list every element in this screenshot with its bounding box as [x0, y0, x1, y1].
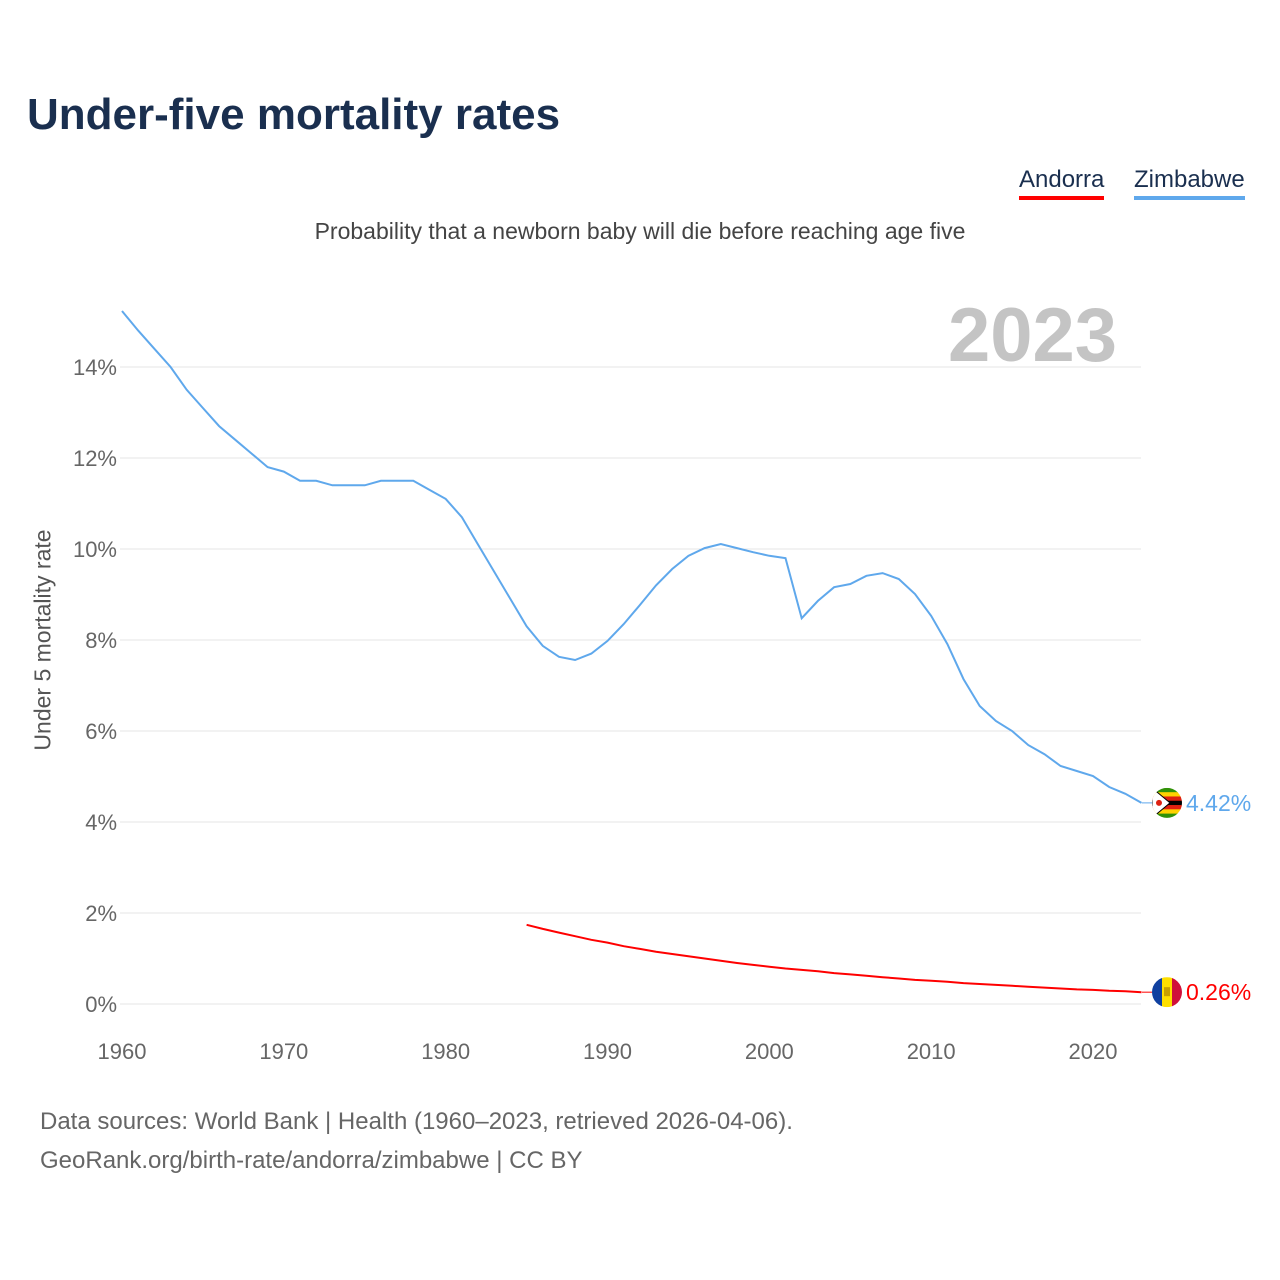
legend-zimbabwe[interactable]: Zimbabwe: [1134, 166, 1245, 200]
y-tick-label: 6%: [85, 719, 117, 744]
y-tick-label: 14%: [73, 355, 117, 380]
series-line-andorra: [526, 923, 1142, 994]
zimbabwe-flag-icon: [1152, 792, 1182, 797]
x-tick-label: 1980: [421, 1039, 470, 1064]
y-tick-label: 2%: [85, 901, 117, 926]
andorra-flag-icon: [1172, 977, 1182, 1008]
zimbabwe-flag-icon: [1152, 809, 1182, 815]
x-tick-label: 2020: [1069, 1039, 1118, 1064]
y-axis-label: Under 5 mortality rate: [29, 529, 56, 751]
zimbabwe-flag-icon: [1156, 799, 1162, 806]
x-tick-label: 1960: [98, 1039, 147, 1064]
x-tick-label: 2010: [907, 1039, 956, 1064]
footer-link[interactable]: GeoRank.org/birth-rate/andorra/zimbabwe …: [40, 1147, 583, 1174]
y-tick-label: 12%: [73, 446, 117, 471]
y-tick-label: 10%: [73, 537, 117, 562]
end-value-label-andorra: 0.26%: [1186, 979, 1251, 1005]
y-tick-label: 8%: [85, 628, 117, 653]
y-tick-label: 4%: [85, 810, 117, 835]
zimbabwe-flag-icon: [1152, 787, 1182, 793]
end-value-label-zimbabwe: 4.42%: [1186, 790, 1251, 816]
andorra-flag-icon: [1164, 987, 1170, 997]
chart-subtitle: Probability that a newborn baby will die…: [314, 218, 966, 244]
x-tick-label: 1970: [259, 1039, 308, 1064]
zimbabwe-flag-icon: [1152, 813, 1182, 818]
y-tick-label: 0%: [85, 992, 117, 1017]
current-year-label: 2023: [948, 293, 1118, 378]
series-line-zimbabwe: [121, 310, 1142, 804]
x-tick-label: 1990: [583, 1039, 632, 1064]
andorra-flag-icon: [1152, 977, 1162, 1008]
zimbabwe-flag-icon: [1152, 796, 1182, 802]
chart-title: Under-five mortality rates: [27, 90, 561, 139]
x-tick-label: 2000: [745, 1039, 794, 1064]
footer-sources: Data sources: World Bank | Health (1960–…: [40, 1108, 793, 1135]
zimbabwe-flag-icon: [1152, 805, 1182, 810]
legend-andorra[interactable]: Andorra: [1019, 166, 1105, 200]
